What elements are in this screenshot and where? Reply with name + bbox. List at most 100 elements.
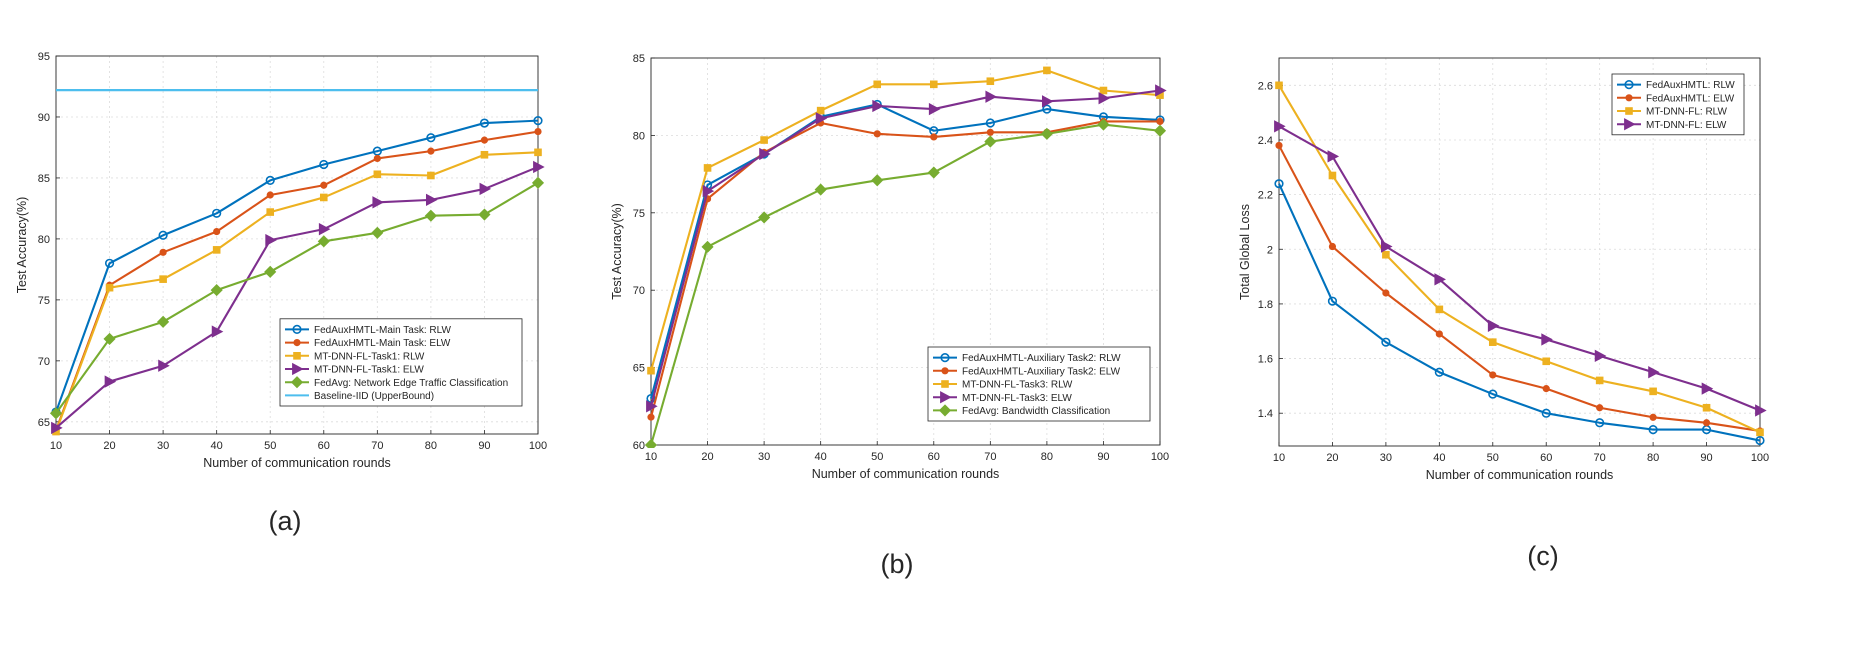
x-tick-label: 80 bbox=[1041, 451, 1053, 463]
data-point bbox=[1488, 389, 1498, 399]
y-tick-label: 80 bbox=[38, 234, 50, 246]
data-point bbox=[211, 325, 224, 338]
series-3 bbox=[52, 148, 542, 436]
series-line bbox=[55, 181, 539, 414]
data-point bbox=[373, 154, 381, 163]
x-tick-label: 90 bbox=[478, 440, 490, 452]
data-point bbox=[1097, 118, 1110, 131]
data-point bbox=[1489, 371, 1497, 379]
x-tick-label: 70 bbox=[984, 451, 996, 463]
data-point bbox=[1275, 81, 1283, 90]
data-point bbox=[103, 332, 116, 345]
y-tick-label: 85 bbox=[38, 173, 50, 185]
y-tick-label: 1.4 bbox=[1258, 408, 1273, 420]
legend-label: FedAuxHMTL-Main Task: ELW bbox=[314, 338, 451, 349]
data-point bbox=[320, 181, 328, 189]
panel-label: (c) bbox=[1527, 541, 1558, 571]
x-tick-label: 30 bbox=[758, 451, 770, 463]
data-point bbox=[531, 176, 545, 189]
data-point bbox=[479, 118, 490, 128]
data-point bbox=[266, 191, 274, 199]
data-point bbox=[265, 175, 275, 185]
data-point bbox=[1701, 382, 1714, 395]
data-point bbox=[1649, 413, 1657, 421]
data-point bbox=[1155, 84, 1167, 97]
y-tick-label: 70 bbox=[38, 356, 50, 368]
x-tick-label: 80 bbox=[425, 440, 437, 452]
legend-marker bbox=[940, 353, 950, 363]
data-point bbox=[1596, 404, 1604, 412]
data-point bbox=[984, 135, 997, 148]
data-point bbox=[424, 209, 437, 222]
x-tick-label: 50 bbox=[1487, 452, 1499, 464]
legend-marker bbox=[938, 404, 952, 417]
data-point bbox=[1595, 418, 1605, 428]
legend-marker bbox=[941, 367, 949, 375]
data-point bbox=[1542, 385, 1550, 393]
data-point bbox=[1327, 150, 1340, 163]
legend-box bbox=[279, 318, 523, 407]
panel-label: (a) bbox=[269, 506, 302, 536]
legend-entry: FedAuxHMTL-Main Task: RLW bbox=[285, 324, 451, 336]
x-tick-label: 50 bbox=[264, 440, 276, 452]
data-point bbox=[1488, 338, 1497, 346]
data-point bbox=[1702, 419, 1711, 427]
legend-marker bbox=[293, 339, 301, 347]
data-point bbox=[266, 208, 275, 216]
series-line bbox=[55, 151, 539, 432]
data-point bbox=[158, 230, 168, 240]
data-point bbox=[1541, 333, 1553, 346]
data-point bbox=[212, 246, 221, 254]
legend-entry: MT-DNN-FL-Task3: ELW bbox=[933, 391, 1072, 404]
series-2 bbox=[52, 128, 542, 434]
chart-panel-2: 10 20 30 40 50 60 70 80 90 100 60 65 70 75 80 85 Number … bbox=[610, 53, 1169, 579]
data-point bbox=[425, 193, 438, 207]
x-axis-label: Number of communication rounds bbox=[203, 456, 391, 470]
legend-marker bbox=[1625, 107, 1633, 115]
data-point bbox=[1756, 428, 1764, 437]
y-tick-label: 60 bbox=[633, 440, 645, 452]
legend-entry: FedAuxHMTL: ELW bbox=[1617, 93, 1735, 104]
x-axis-label: Number of communication rounds bbox=[1426, 468, 1614, 482]
data-point bbox=[480, 136, 489, 144]
series-line bbox=[649, 120, 1160, 418]
y-tick-label: 90 bbox=[38, 112, 50, 124]
legend-entry: MT-DNN-FL-Task1: ELW bbox=[285, 362, 424, 376]
data-point bbox=[1274, 179, 1284, 189]
data-point bbox=[427, 147, 435, 155]
data-point bbox=[533, 160, 545, 174]
data-point bbox=[49, 407, 63, 420]
legend-marker bbox=[1624, 118, 1636, 131]
legend-label: Baseline-IID (UpperBound) bbox=[314, 391, 434, 402]
data-point bbox=[534, 148, 542, 157]
y-tick-label: 75 bbox=[633, 208, 645, 220]
legend-label: FedAuxHMTL-Auxiliary Task2: RLW bbox=[962, 353, 1121, 364]
data-point bbox=[1274, 120, 1286, 133]
data-point bbox=[478, 208, 491, 221]
data-point bbox=[1594, 349, 1607, 362]
x-tick-label: 80 bbox=[1647, 452, 1659, 464]
panel-label: (b) bbox=[881, 549, 914, 579]
data-point bbox=[1327, 296, 1338, 306]
data-point bbox=[760, 136, 768, 144]
legend-entry: FedAuxHMTL-Auxiliary Task2: RLW bbox=[933, 353, 1121, 364]
x-tick-label: 100 bbox=[1151, 451, 1169, 463]
x-tick-label: 40 bbox=[815, 451, 827, 463]
data-point bbox=[427, 171, 435, 180]
legend-label: MT-DNN-FL-Task1: ELW bbox=[314, 365, 424, 376]
data-point bbox=[816, 106, 825, 115]
x-tick-label: 10 bbox=[645, 451, 657, 463]
y-tick-label: 2.6 bbox=[1258, 80, 1273, 92]
data-point bbox=[985, 118, 995, 128]
data-point bbox=[1380, 240, 1393, 253]
x-tick-label: 30 bbox=[157, 440, 169, 452]
data-point bbox=[1041, 95, 1054, 108]
y-tick-label: 85 bbox=[633, 53, 645, 65]
data-point bbox=[1435, 305, 1444, 314]
data-point bbox=[1328, 242, 1337, 251]
data-point bbox=[213, 227, 221, 236]
series-4 bbox=[1274, 120, 1767, 417]
series-line bbox=[1278, 84, 1761, 434]
data-point bbox=[702, 184, 715, 198]
data-point bbox=[701, 240, 714, 253]
